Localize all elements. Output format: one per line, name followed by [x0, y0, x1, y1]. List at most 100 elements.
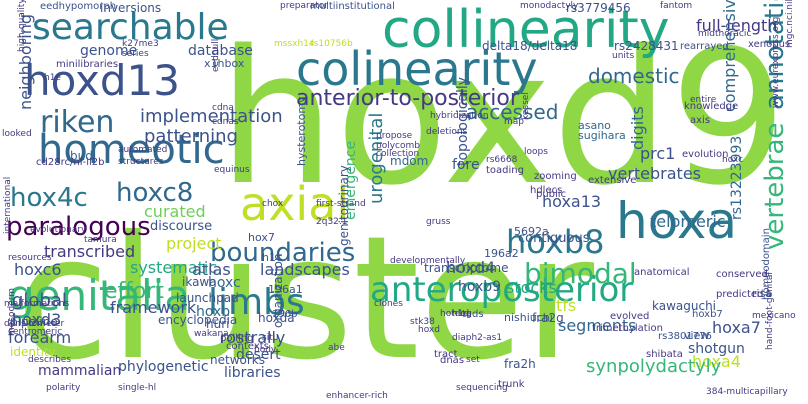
cloud-word: patterning: [144, 126, 238, 147]
cloud-word: hox4c: [10, 183, 88, 213]
cloud-word: single-hl: [118, 383, 157, 393]
cloud-word: hoxa7: [712, 318, 761, 337]
cloud-word: series: [122, 49, 149, 59]
cloud-word: phylogenetic: [118, 359, 209, 375]
cloud-word: networks: [210, 353, 265, 367]
cloud-word: synpolydactyly: [586, 356, 722, 377]
cloud-word: hoxd4: [446, 258, 496, 277]
cloud-word: limbs: [208, 282, 305, 323]
cloud-word: project: [166, 234, 222, 253]
cloud-word: searchable: [32, 7, 229, 48]
cloud-word: cluster: [16, 200, 595, 398]
cloud-word: conserved: [716, 269, 768, 280]
cloud-word: hoxd9: [218, 10, 788, 226]
cloud-word: kawaguchi: [652, 299, 717, 313]
cloud-word: segments: [558, 316, 637, 335]
cloud-word: map: [504, 117, 524, 127]
cloud-word: inversions: [100, 1, 162, 15]
cloud-word: shibata: [646, 349, 683, 360]
cloud-word: contiguous: [518, 231, 590, 246]
cloud-word: eednull: [211, 38, 221, 72]
cloud-word: mssxh14: [274, 39, 315, 49]
cloud-word: describes: [28, 355, 72, 365]
cloud-word: view: [684, 329, 710, 342]
cloud-word: bud: [70, 149, 93, 163]
cloud-word: zooming: [534, 171, 577, 182]
cloud-word: mammalian: [38, 363, 122, 379]
cloud-word: centromeric: [8, 327, 63, 337]
cloud-word: developmentally: [390, 256, 466, 266]
cloud-word: axis: [690, 115, 711, 126]
cloud-word: transcribed: [44, 242, 136, 261]
cloud-word: body: [254, 345, 277, 355]
cloud-word: 196a2: [484, 247, 519, 260]
cloud-word: hoxb7: [692, 309, 723, 320]
cloud-word: hoxd3: [12, 310, 62, 329]
cloud-word: hoxa4: [692, 352, 741, 371]
cloud-word: forearm: [8, 328, 72, 347]
cloud-word: paralogous: [6, 212, 151, 242]
cloud-word: evolved: [610, 311, 650, 322]
cloud-word: polling: [220, 333, 254, 344]
cloud-word: sugihara: [578, 129, 626, 142]
cloud-word: high-quality: [17, 0, 27, 52]
cloud-word: vertebrates: [608, 164, 701, 183]
cloud-word: comprehensive: [720, 0, 739, 112]
cloud-word: propose: [376, 131, 413, 141]
cloud-word: minilibraries: [56, 59, 119, 70]
cloud-word: tfs: [556, 296, 577, 315]
cloud-word: collection: [376, 149, 420, 159]
cloud-word: polarity: [46, 383, 81, 393]
cloud-word: loops: [524, 147, 548, 157]
cloud-word: identity: [10, 345, 56, 359]
cloud-word: evolution: [682, 149, 729, 160]
cloud-word: automated: [118, 145, 168, 155]
cloud-word: rs6668: [486, 155, 518, 165]
cloud-word: wakana: [194, 329, 229, 339]
cloud-word: hoxc: [722, 155, 744, 165]
cloud-word: malformations: [4, 299, 70, 309]
cloud-word: accessed: [466, 100, 559, 124]
cloud-word: axial: [240, 177, 350, 231]
cloud-word: rostrally: [220, 328, 286, 347]
cloud-word: k27me3: [122, 39, 159, 49]
cloud-word: landscapes: [260, 260, 350, 279]
cloud-word: clones: [374, 299, 403, 309]
cloud-word: topologically: [455, 76, 471, 166]
cloud-word: hoxb8: [506, 223, 605, 261]
cloud-word: hoxa13: [542, 192, 602, 211]
cloud-word: huri: [206, 317, 230, 331]
cloud-word: anteroposterior: [370, 270, 634, 310]
cloud-word: genitalia: [8, 271, 191, 320]
cloud-word: desert: [236, 347, 281, 363]
cloud-word: colinearity: [296, 42, 538, 96]
cloud-word: situ: [262, 333, 279, 343]
cloud-word: hox7: [248, 231, 275, 244]
cloud-word: midthoracic: [698, 29, 752, 39]
cloud-word: trunk: [498, 379, 525, 390]
cloud-word: tads: [462, 309, 484, 320]
cloud-word: systematic: [130, 258, 218, 277]
cloud-word: international: [3, 176, 13, 234]
cloud-word: hysterotomy: [295, 96, 308, 166]
cloud-word: delta18/delta18: [482, 39, 578, 53]
cloud-word: diaph2-as1: [452, 333, 503, 343]
cloud-word: discourse: [150, 219, 213, 234]
cloud-word: evolutionary: [30, 225, 87, 235]
cloud-word: resources: [8, 253, 52, 263]
cloud-word: cdna: [212, 103, 234, 113]
cloud-word: nishiuchi: [504, 311, 553, 324]
cloud-word: enhancer-rich: [326, 391, 388, 401]
cloud-word: curated: [144, 202, 206, 221]
cloud-word: cd28rc/nf-il2b: [36, 157, 105, 168]
cloud-word: encyclopedia: [158, 313, 238, 327]
cloud-word: densitometer: [4, 319, 65, 329]
cloud-word: toading: [486, 165, 524, 176]
cloud-word: units: [612, 51, 635, 61]
cloud-word: boundaries: [210, 238, 356, 268]
cloud-word: pipeline: [10, 315, 58, 329]
cloud-word: public: [536, 189, 567, 200]
cloud-word: structures: [118, 157, 164, 167]
cloud-word: h1e: [44, 73, 61, 83]
